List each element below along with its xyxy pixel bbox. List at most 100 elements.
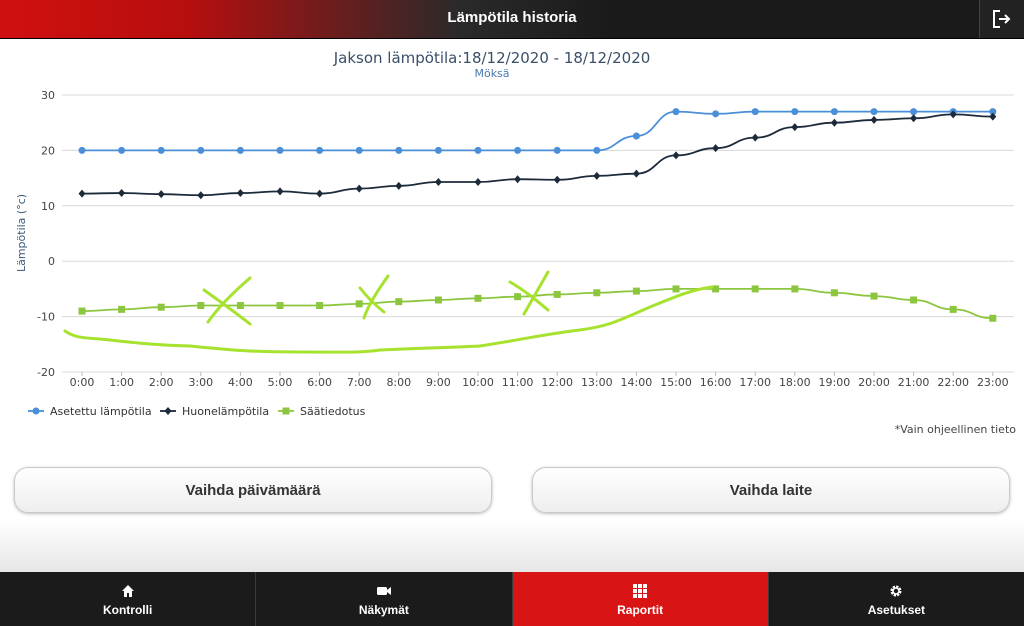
- data-point: [276, 302, 284, 310]
- data-point: [632, 287, 640, 295]
- data-point: [870, 115, 878, 124]
- y-tick-label: 10: [41, 200, 55, 213]
- data-point: [593, 146, 601, 154]
- x-tick-label: 14:00: [621, 376, 653, 389]
- x-tick-label: 18:00: [779, 376, 811, 389]
- x-tick-label: 8:00: [386, 376, 411, 389]
- data-point: [157, 190, 165, 199]
- legend-marker: [32, 407, 40, 415]
- data-point: [157, 146, 165, 154]
- data-point: [553, 146, 561, 154]
- data-point: [712, 144, 720, 153]
- y-tick-label: -20: [37, 366, 55, 379]
- data-point: [791, 123, 799, 132]
- data-point: [276, 187, 284, 196]
- chart-title: Jakson lämpötila:18/12/2020 - 18/12/2020: [333, 49, 651, 67]
- x-tick-label: 9:00: [426, 376, 451, 389]
- nav-item-asetukset[interactable]: Asetukset: [769, 572, 1024, 626]
- data-point: [751, 108, 759, 116]
- data-point: [751, 285, 759, 293]
- nav-item-kontrolli[interactable]: Kontrolli: [0, 572, 257, 626]
- data-point: [989, 314, 997, 322]
- data-point: [395, 181, 403, 190]
- panel-background: [0, 520, 1024, 572]
- data-point: [989, 108, 997, 116]
- data-point: [316, 189, 324, 198]
- x-tick-label: 7:00: [347, 376, 372, 389]
- data-point: [316, 302, 324, 310]
- x-tick-label: 12:00: [541, 376, 573, 389]
- data-point: [830, 289, 838, 297]
- data-point: [316, 146, 324, 154]
- y-tick-label: 30: [41, 89, 55, 102]
- temperature-chart: Jakson lämpötila:18/12/2020 - 18/12/2020…: [15, 49, 1016, 436]
- data-point: [514, 146, 522, 154]
- data-point: [197, 302, 205, 310]
- handdrawn-annotations: [63, 270, 714, 354]
- data-point: [989, 112, 997, 121]
- data-point: [514, 293, 522, 301]
- series-line: [81, 288, 993, 320]
- data-point: [949, 305, 957, 313]
- logout-button[interactable]: [979, 0, 1024, 38]
- x-tick-label: 19:00: [819, 376, 851, 389]
- nav-item-raportit[interactable]: Raportit: [512, 572, 769, 626]
- x-tick-label: 21:00: [898, 376, 930, 389]
- legend-label[interactable]: Säätiedotus: [300, 405, 366, 418]
- x-tick-label: 2:00: [149, 376, 174, 389]
- change-device-button[interactable]: Vaihda laite: [532, 467, 1010, 513]
- x-tick-label: 17:00: [739, 376, 771, 389]
- data-point: [236, 302, 244, 310]
- x-tick-label: 0:00: [70, 376, 95, 389]
- change-date-button[interactable]: Vaihda päivämäärä: [14, 467, 492, 513]
- legend-label[interactable]: Huonelämpötila: [182, 405, 269, 418]
- x-tick-label: 5:00: [268, 376, 293, 389]
- data-point: [712, 285, 720, 293]
- nav-item-label: Näkymät: [358, 602, 409, 617]
- bottom-nav: Kontrolli Näkymät Raportit Asetukset: [0, 572, 1024, 626]
- y-tick-label: 0: [48, 255, 55, 268]
- data-point: [870, 108, 878, 116]
- handdrawn-forecast-line: [63, 285, 714, 354]
- data-point: [474, 146, 482, 154]
- handdrawn-cross-1: [202, 276, 252, 326]
- x-tick-label: 6:00: [307, 376, 332, 389]
- data-point: [157, 303, 165, 311]
- data-point: [751, 133, 759, 142]
- data-point: [830, 118, 838, 127]
- data-point: [434, 177, 442, 186]
- nav-item-label: Asetukset: [867, 602, 926, 617]
- data-point: [236, 146, 244, 154]
- x-tick-label: 13:00: [581, 376, 613, 389]
- y-tick-label: 20: [41, 144, 55, 157]
- handdrawn-cross-2: [358, 274, 390, 320]
- y-tick-label: -10: [37, 311, 55, 324]
- data-point: [553, 175, 561, 184]
- data-point: [474, 294, 482, 302]
- x-tick-label: 23:00: [977, 376, 1009, 389]
- data-point: [949, 110, 957, 119]
- data-point: [276, 146, 284, 154]
- data-point: [355, 300, 363, 308]
- data-point: [514, 175, 522, 184]
- data-point: [712, 110, 720, 118]
- data-point: [395, 298, 403, 306]
- data-point: [78, 146, 86, 154]
- legend-label[interactable]: Asetettu lämpötila: [50, 405, 152, 418]
- legend-marker: [164, 407, 172, 415]
- nav-item-label: Kontrolli: [102, 602, 153, 617]
- data-point: [78, 307, 86, 315]
- series-line: [81, 113, 993, 197]
- x-tick-label: 3:00: [188, 376, 213, 389]
- x-tick-label: 10:00: [462, 376, 494, 389]
- gear-icon: [890, 585, 902, 596]
- data-point: [632, 169, 640, 178]
- data-point: [434, 296, 442, 304]
- home-icon: [121, 584, 134, 597]
- x-tick-label: 1:00: [109, 376, 134, 389]
- x-tick-label: 15:00: [660, 376, 692, 389]
- data-point: [197, 191, 205, 200]
- data-point: [395, 146, 403, 154]
- nav-item-nakymat[interactable]: Näkymät: [256, 572, 513, 626]
- page-title: Lämpötila historia: [447, 9, 577, 26]
